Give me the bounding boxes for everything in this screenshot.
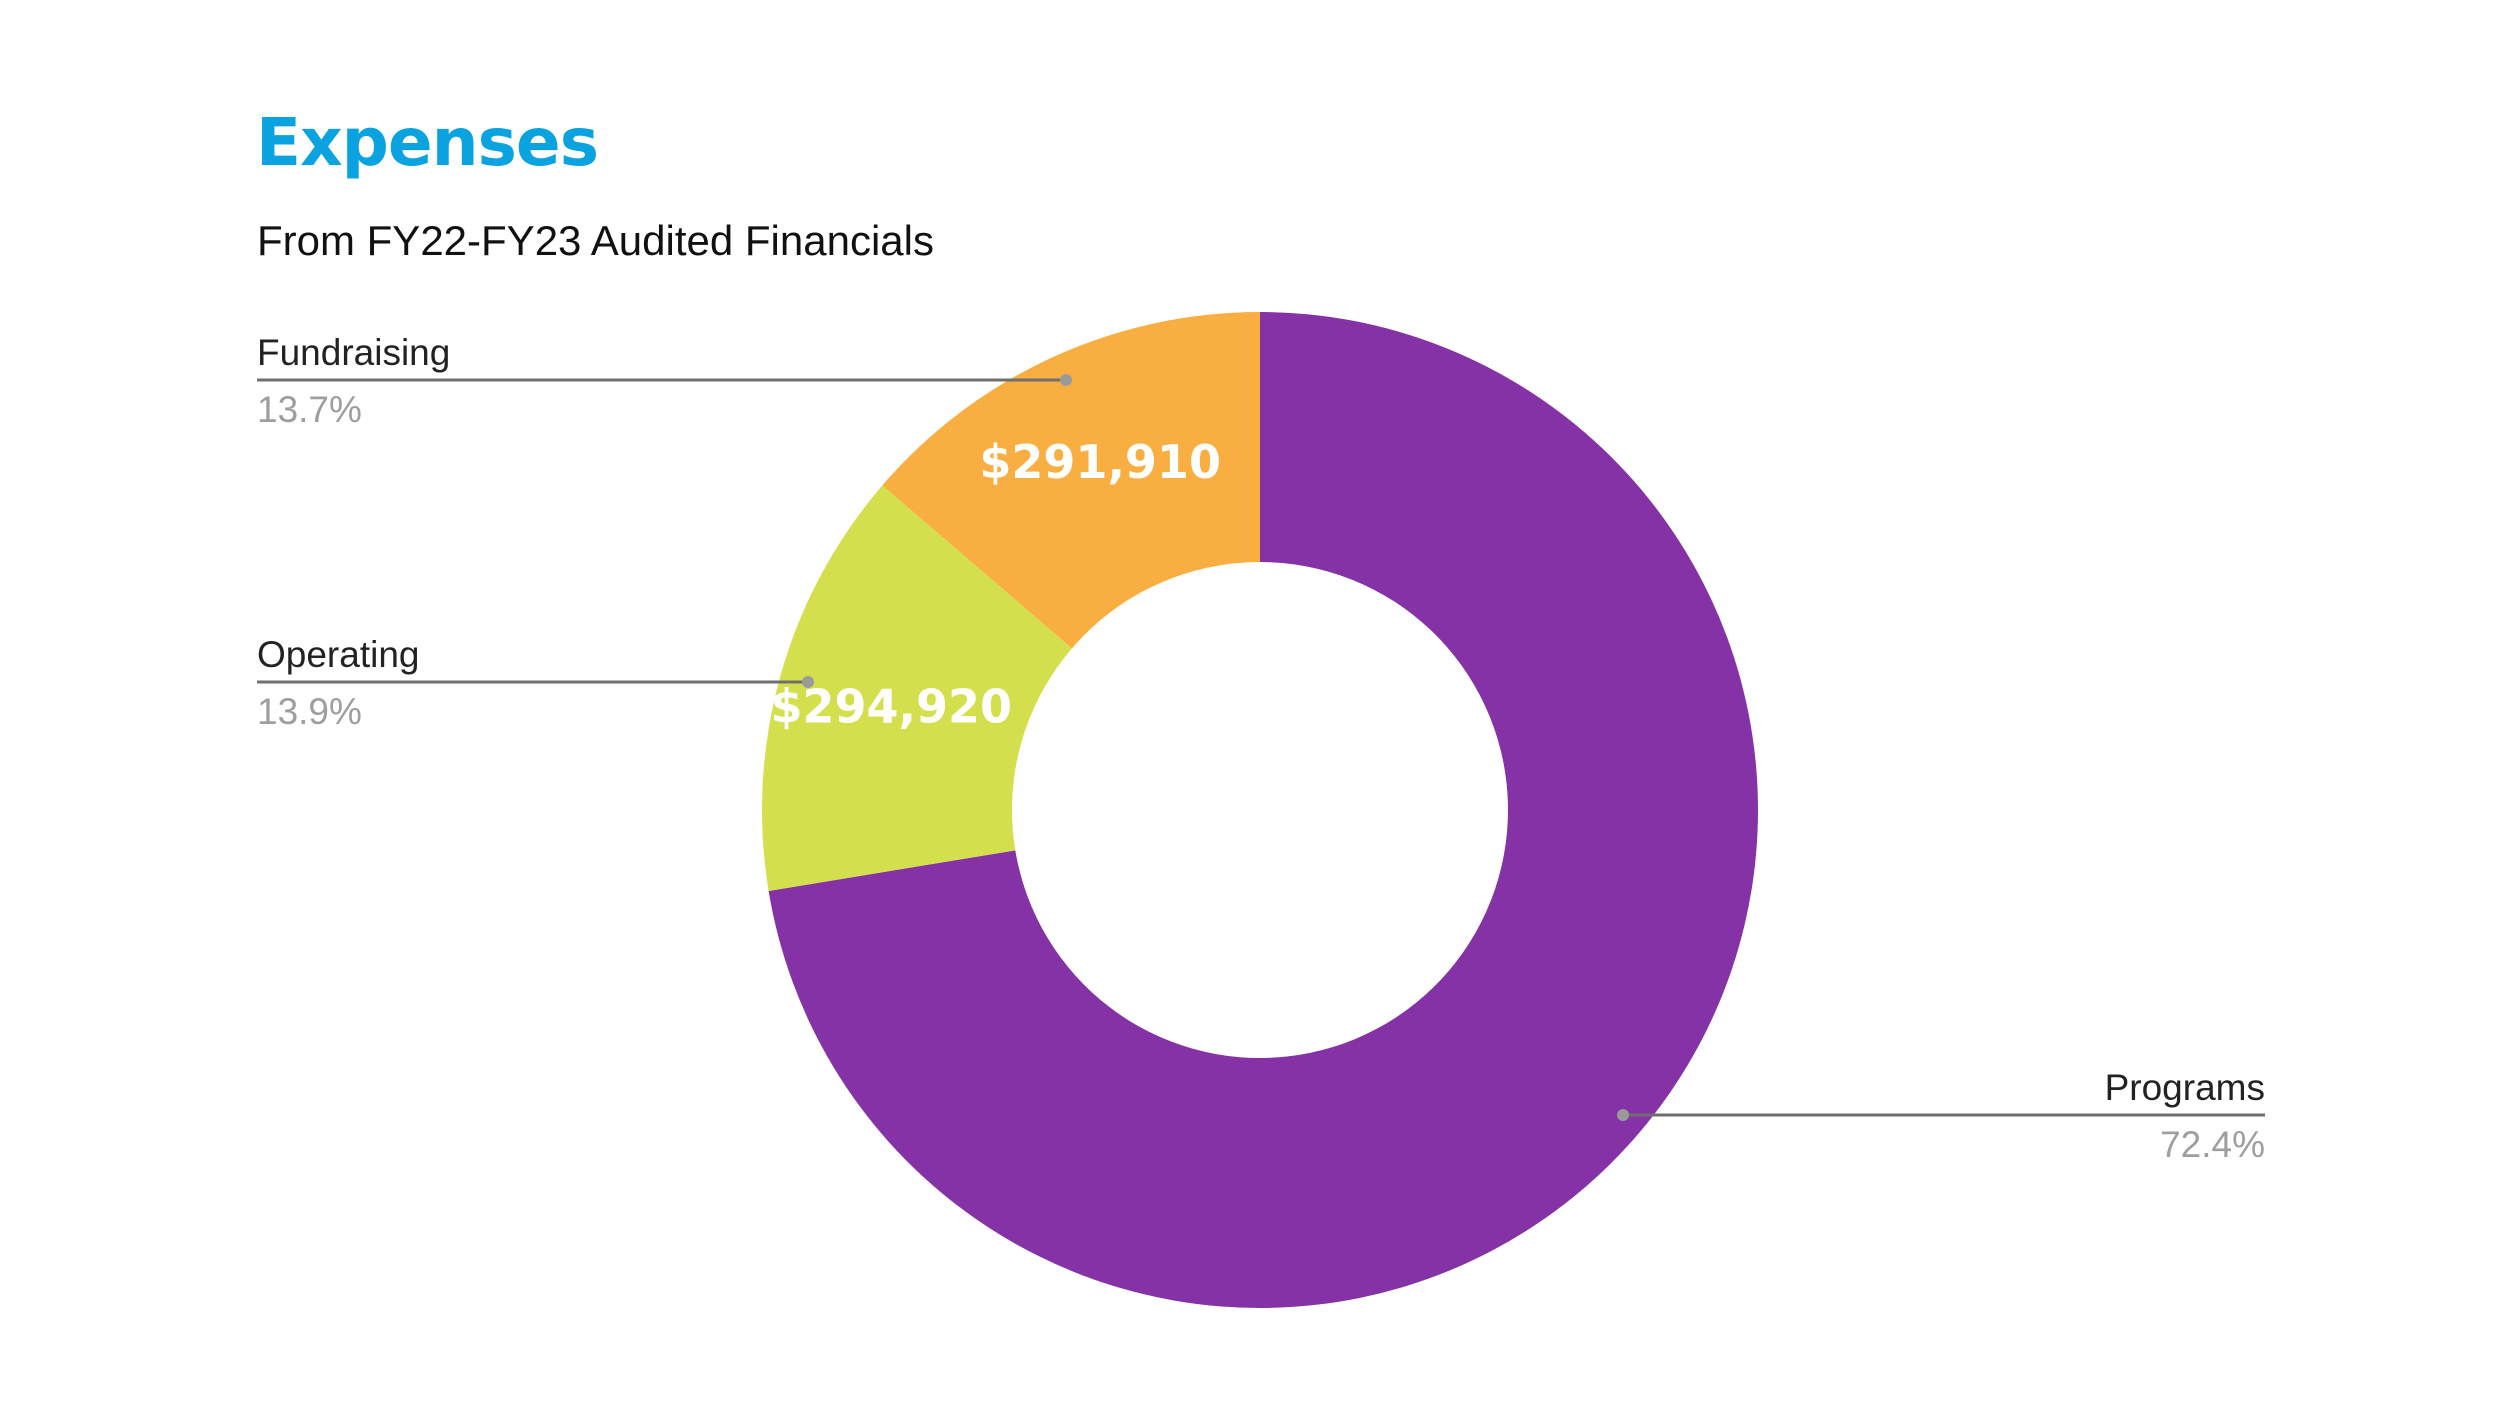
value-label-fundraising: $291,910: [979, 435, 1221, 489]
callout-name-programs: Programs: [2105, 1067, 2265, 1108]
callout-percent-fundraising: 13.7%: [257, 389, 362, 430]
slice-fundraising: [882, 312, 1260, 649]
callout-name-operating: Operating: [257, 634, 420, 675]
slice-operating: [761, 485, 1072, 891]
value-label-operating: $294,920: [770, 680, 1012, 734]
callout-percent-programs: 72.4%: [2160, 1124, 2265, 1165]
leader-dot-operating: [802, 676, 814, 688]
chart-title: Expenses: [256, 104, 599, 181]
slice-programs: [768, 312, 1758, 1308]
chart-subtitle: From FY22-FY23 Audited Financials: [257, 217, 934, 264]
callout-name-fundraising: Fundraising: [257, 332, 450, 373]
callout-percent-operating: 13.9%: [257, 691, 362, 732]
leader-dot-programs: [1617, 1109, 1629, 1121]
leader-dot-fundraising: [1060, 374, 1072, 386]
